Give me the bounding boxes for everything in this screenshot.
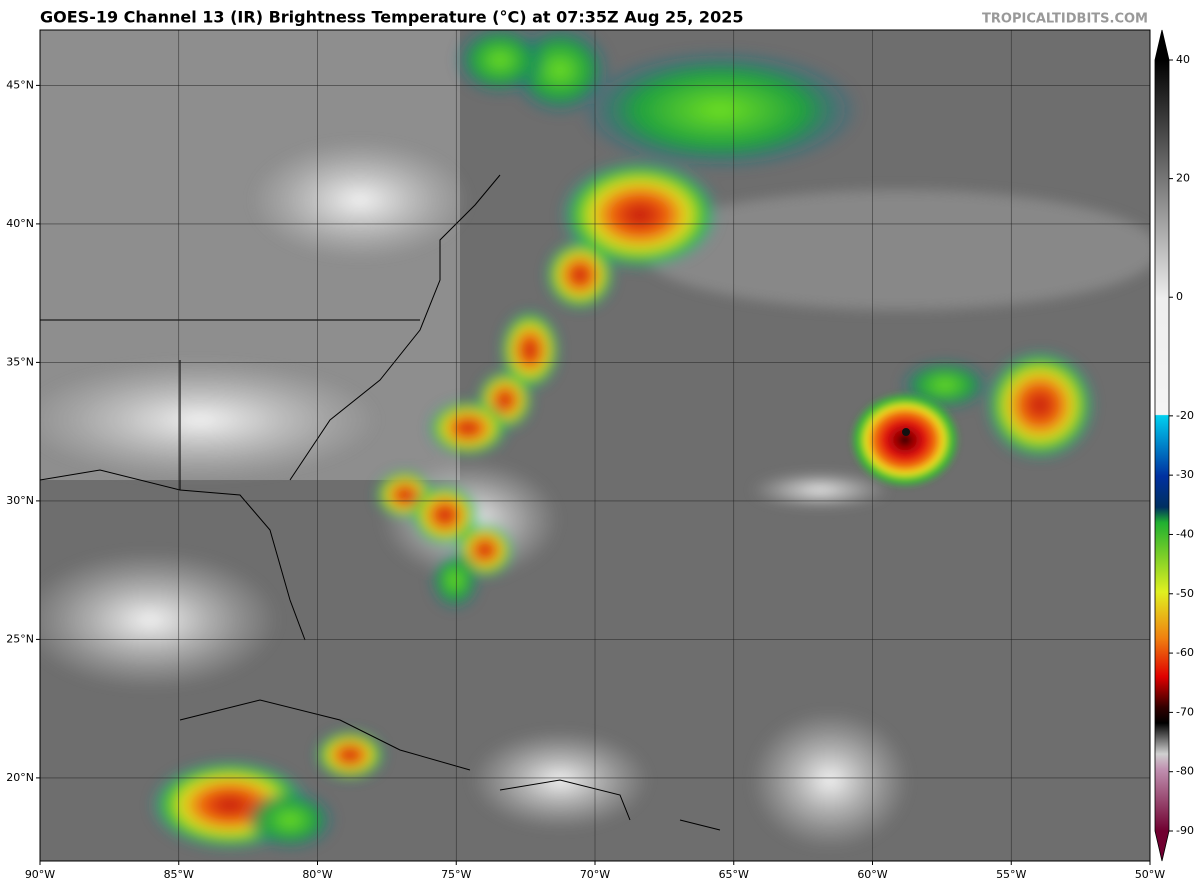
lon-label: 85°W bbox=[164, 868, 194, 881]
lon-label: 60°W bbox=[857, 868, 887, 881]
colorbar-label: -50 bbox=[1176, 587, 1194, 600]
lat-label: 40°N bbox=[6, 217, 34, 230]
lon-label: 70°W bbox=[580, 868, 610, 881]
title: GOES-19 Channel 13 (IR) Brightness Tempe… bbox=[40, 8, 743, 27]
lon-label: 90°W bbox=[25, 868, 55, 881]
lon-label: 65°W bbox=[719, 868, 749, 881]
lon-label: 75°W bbox=[441, 868, 471, 881]
colorbar-label: 20 bbox=[1176, 172, 1190, 185]
lat-label: 30°N bbox=[6, 494, 34, 507]
colorbar-label: -80 bbox=[1176, 765, 1194, 778]
colorbar-label: -30 bbox=[1176, 468, 1194, 481]
colorbar bbox=[1154, 29, 1170, 862]
colorbar-label: -40 bbox=[1176, 527, 1194, 540]
colorbar-label: 0 bbox=[1176, 290, 1183, 303]
lat-label: 35°N bbox=[6, 355, 34, 368]
colorbar-label: -60 bbox=[1176, 646, 1194, 659]
lon-label: 80°W bbox=[302, 868, 332, 881]
satellite-image bbox=[40, 30, 1150, 861]
lat-label: 25°N bbox=[6, 632, 34, 645]
lat-label: 45°N bbox=[6, 78, 34, 91]
colorbar-label: 40 bbox=[1176, 53, 1190, 66]
lat-label: 20°N bbox=[6, 771, 34, 784]
credit: TROPICALTIDBITS.COM bbox=[982, 12, 1148, 27]
colorbar-label: -20 bbox=[1176, 409, 1194, 422]
colorbar-label: -70 bbox=[1176, 705, 1194, 718]
colorbar-label: -90 bbox=[1176, 824, 1194, 837]
lon-label: 50°W bbox=[1135, 868, 1165, 881]
lon-label: 55°W bbox=[996, 868, 1026, 881]
